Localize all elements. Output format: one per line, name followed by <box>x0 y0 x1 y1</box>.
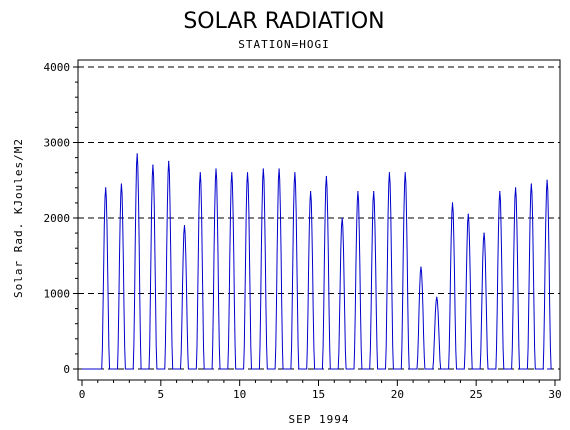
data-point <box>467 213 469 215</box>
data-point <box>341 217 343 219</box>
data-point <box>325 175 327 178</box>
data-point <box>246 172 249 174</box>
data-point <box>105 187 107 189</box>
data-point <box>357 190 359 193</box>
data-point <box>136 153 138 155</box>
data-point <box>231 172 233 174</box>
data-point <box>278 168 280 170</box>
data-point <box>404 172 406 174</box>
y-tick-label: 0 <box>63 363 70 376</box>
data-point <box>199 172 201 174</box>
series-group <box>82 153 552 370</box>
chart-subtitle: STATION=HOGI <box>238 38 329 51</box>
data-point <box>120 183 123 185</box>
y-tick-label: 1000 <box>44 288 71 301</box>
data-point <box>420 266 422 268</box>
y-tick-label: 2000 <box>44 212 71 225</box>
data-point <box>388 172 391 174</box>
data-point <box>310 190 312 193</box>
x-tick-label: 0 <box>79 388 86 401</box>
y-axis-label: Solar Rad. KJoules/M2 <box>12 138 25 298</box>
series-line <box>82 153 552 370</box>
x-axis-label: SEP 1994 <box>289 413 350 426</box>
x-tick-label: 15 <box>312 388 325 401</box>
data-point <box>183 224 186 227</box>
x-tick-label: 25 <box>470 388 483 401</box>
data-point <box>373 190 375 193</box>
data-point <box>436 296 438 298</box>
x-tick-label: 20 <box>391 388 404 401</box>
data-point <box>215 168 217 170</box>
ticks: 0 1000 2000 3000 4000 0 5 10 15 20 25 30 <box>44 61 562 401</box>
data-point <box>530 183 532 185</box>
x-tick-label: 30 <box>548 388 561 401</box>
data-point <box>499 190 501 193</box>
data-point <box>514 187 517 189</box>
x-tick-label: 5 <box>158 388 165 401</box>
data-point <box>152 164 154 166</box>
data-point <box>451 202 454 204</box>
data-point <box>294 172 296 174</box>
x-tick-label: 10 <box>233 388 246 401</box>
data-point <box>168 160 170 162</box>
y-tick-label: 4000 <box>44 61 71 74</box>
data-point <box>262 168 264 170</box>
data-point <box>546 179 548 181</box>
y-tick-label: 3000 <box>44 137 71 150</box>
data-point <box>483 232 485 234</box>
chart-title: SOLAR RADIATION <box>183 9 384 34</box>
